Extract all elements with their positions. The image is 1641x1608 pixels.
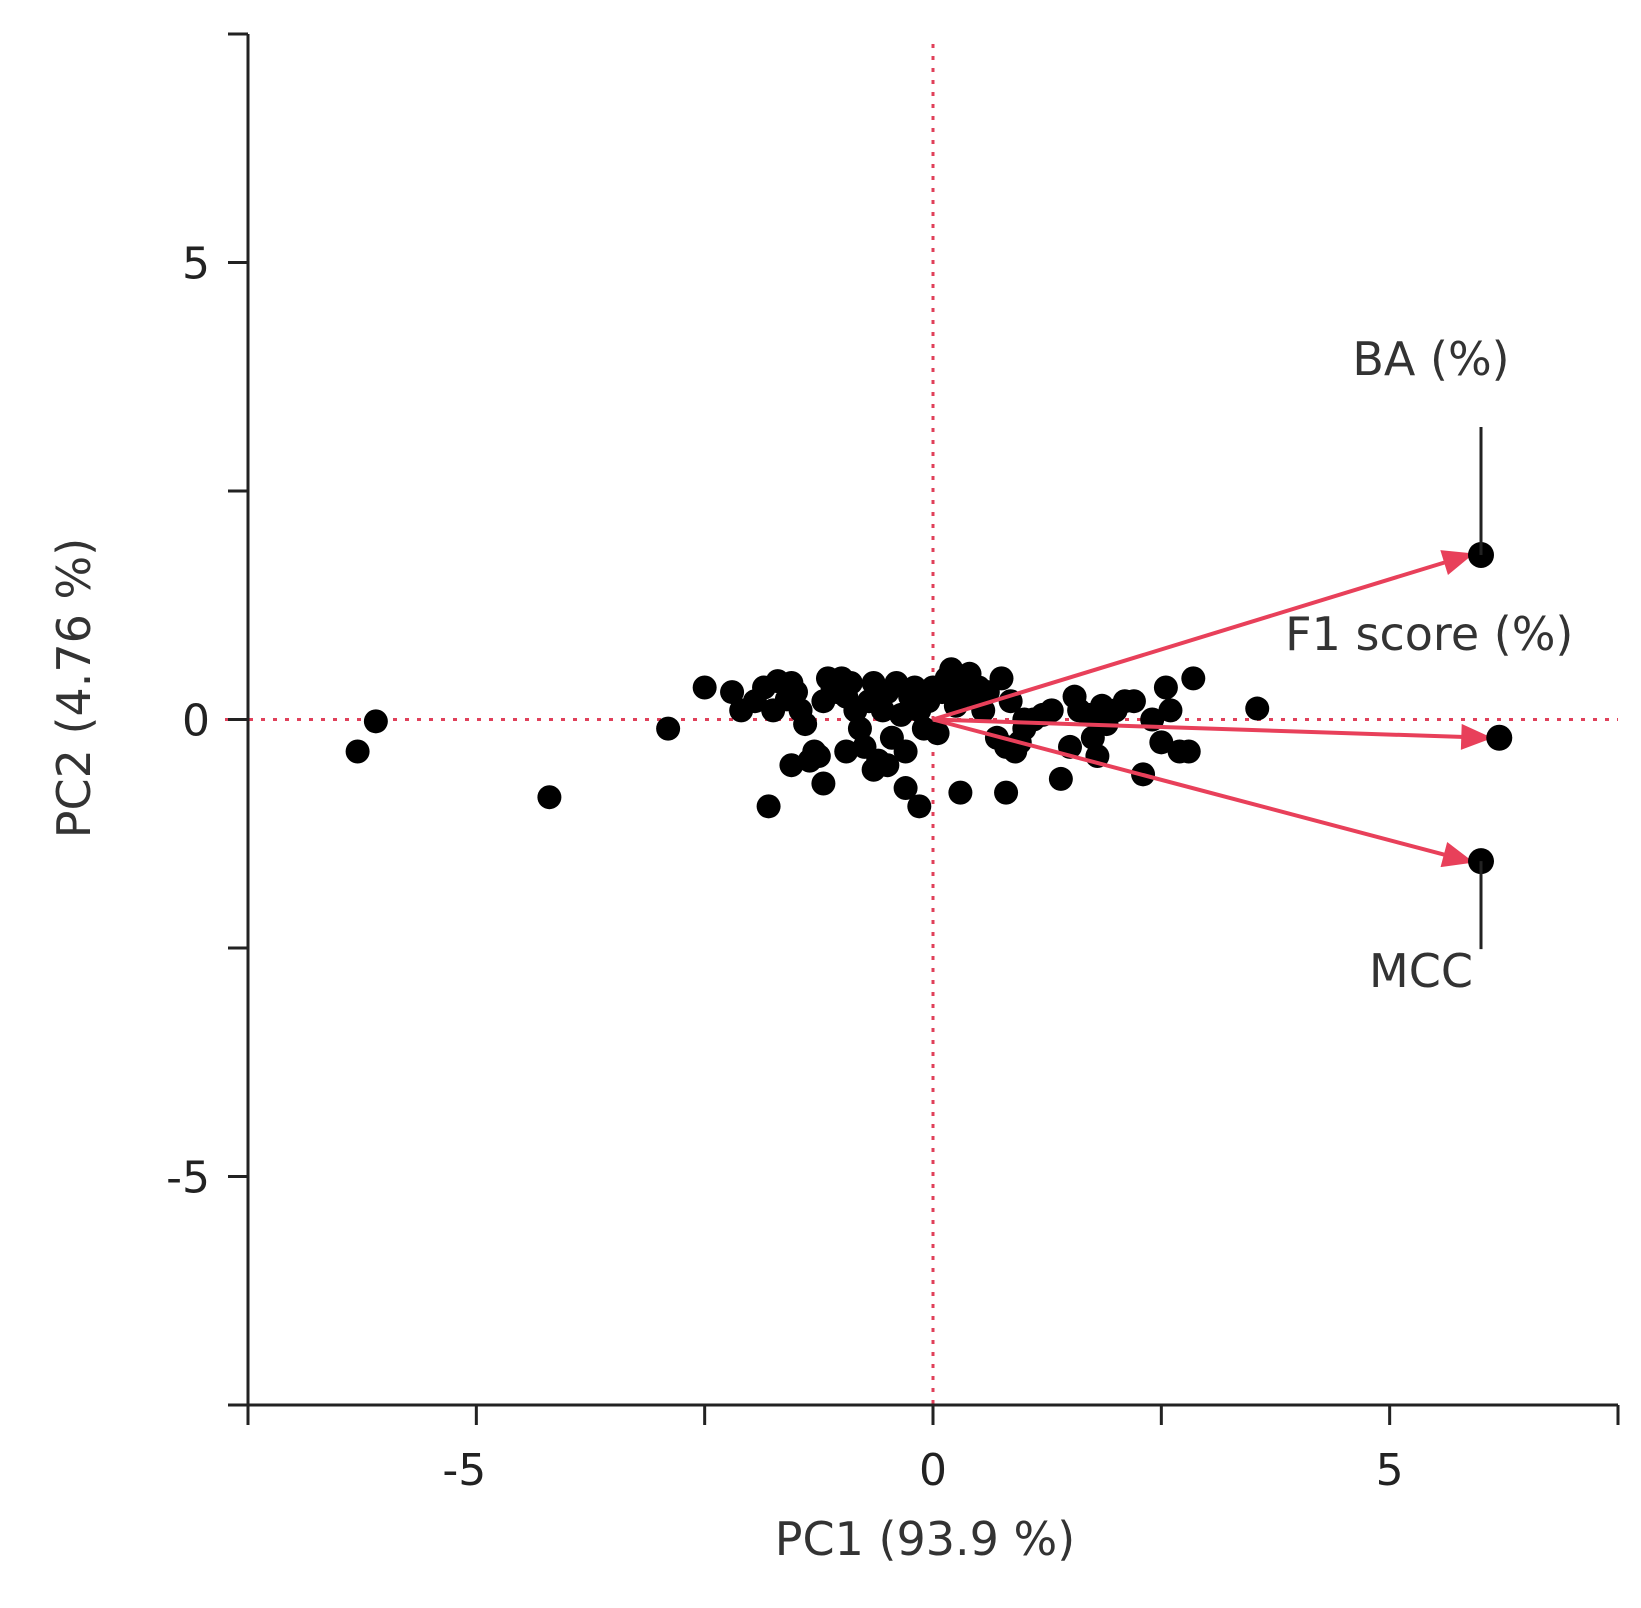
variable-label: MCC — [1369, 944, 1473, 998]
x-tick-label: 5 — [1376, 1445, 1404, 1496]
score-point — [756, 794, 781, 819]
score-point — [834, 739, 859, 764]
loading-endpoint — [1486, 724, 1513, 751]
score-point — [994, 780, 1019, 805]
score-point — [847, 716, 872, 741]
score-point — [889, 702, 914, 727]
score-point — [363, 709, 388, 734]
score-point — [784, 680, 808, 705]
score-point — [656, 716, 681, 741]
x-axis-label: PC1 (93.9 %) — [775, 1512, 1075, 1566]
score-point — [989, 666, 1014, 691]
score-point — [1039, 698, 1064, 723]
axes: -5 0 5 5 0 -5 — [166, 32, 1620, 1496]
score-point — [720, 680, 745, 705]
score-point — [806, 744, 831, 769]
score-point — [893, 776, 918, 801]
loading-arrows: BA (%) F1 score (%) MCC — [932, 332, 1573, 998]
score-point — [1176, 739, 1201, 764]
score-point — [948, 780, 973, 805]
score-point — [870, 698, 895, 723]
score-point — [907, 794, 932, 819]
variable-label: BA (%) — [1352, 332, 1509, 386]
score-point — [1245, 696, 1270, 721]
score-point — [861, 757, 886, 782]
score-point — [1149, 730, 1174, 755]
score-point — [1012, 707, 1037, 732]
loading-arrow — [932, 717, 1475, 868]
score-point — [537, 785, 562, 810]
score-point — [925, 721, 950, 746]
score-point — [1121, 689, 1146, 714]
score-point — [811, 771, 836, 796]
score-point — [838, 670, 863, 695]
score-points — [345, 657, 1270, 819]
y-tick-label: -5 — [166, 1153, 210, 1204]
score-point — [1158, 698, 1183, 723]
y-tick-label: 0 — [182, 696, 210, 747]
variable-label: F1 score (%) — [1285, 607, 1573, 661]
score-point — [692, 675, 717, 700]
labels: PC1 (93.9 %) PC2 (4.76 %) — [47, 538, 1075, 1566]
score-point — [1153, 675, 1178, 700]
score-point — [345, 739, 370, 764]
y-axis-label: PC2 (4.76 %) — [47, 538, 101, 838]
score-point — [779, 753, 804, 778]
x-tick-label: 0 — [919, 1445, 947, 1496]
loading-arrow — [932, 717, 1493, 750]
y-tick-label: 5 — [182, 239, 210, 290]
score-point — [793, 712, 818, 737]
score-point — [893, 739, 918, 764]
x-tick-label: -5 — [442, 1445, 486, 1496]
score-point — [1048, 766, 1073, 791]
score-point — [1181, 666, 1206, 691]
loading-arrow — [932, 550, 1474, 722]
